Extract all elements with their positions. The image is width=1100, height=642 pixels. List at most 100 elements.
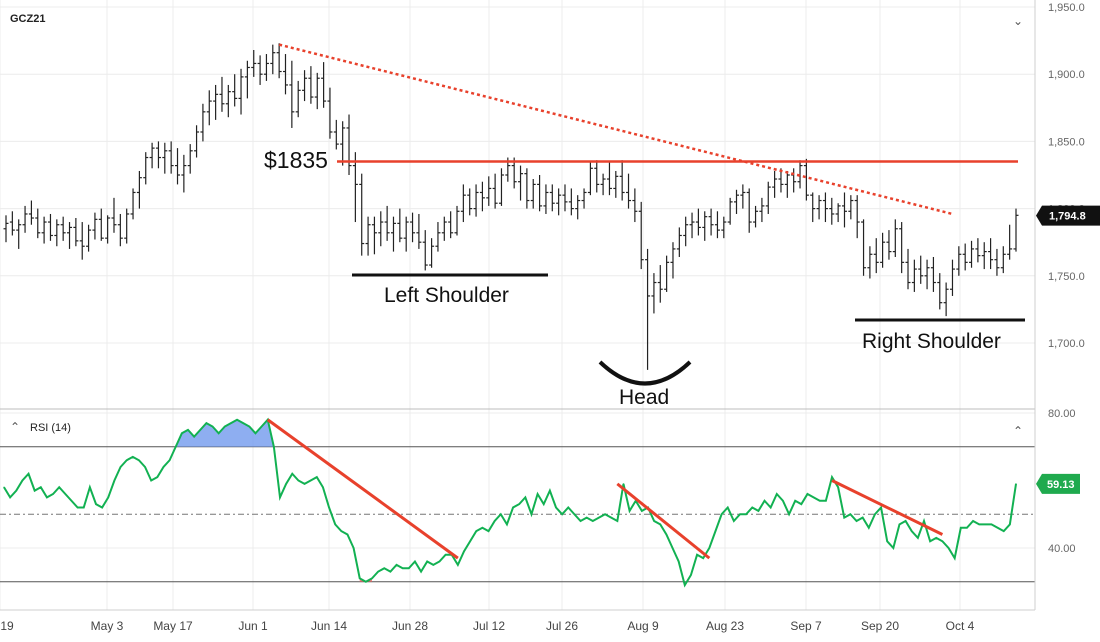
ohlc-bar (854, 195, 860, 239)
rsi-point (622, 483, 625, 485)
rsi-point (506, 523, 508, 525)
ohlc-bar (708, 208, 714, 236)
rsi-point (813, 496, 815, 498)
rsi-point (629, 510, 631, 512)
rsi-collapse-icon[interactable]: ⌃ (10, 420, 20, 434)
rsi-point (445, 554, 447, 556)
ohlc-bar (429, 238, 435, 268)
x-tick-label: Jun 14 (311, 619, 347, 633)
rsi-point (929, 540, 931, 542)
ohlc-bar (403, 216, 409, 252)
rsi-point (543, 503, 545, 505)
ohlc-bar (988, 238, 994, 270)
rsi-point (537, 493, 539, 495)
rsi-point (561, 513, 563, 515)
rsi-point (721, 513, 723, 515)
ohlc-bar (67, 222, 73, 249)
ohlc-bar (117, 213, 123, 247)
ohlc-bar (575, 195, 581, 220)
rsi-point (917, 537, 919, 539)
ohlc-bar (829, 197, 835, 225)
rsi-point (524, 496, 526, 498)
ohlc-bar (441, 216, 447, 241)
ohlc-bar (994, 248, 1000, 276)
rsi-point (27, 473, 30, 475)
rsi-point (279, 496, 281, 498)
price-pane-collapse-chevron-icon[interactable]: ⌄ (1013, 14, 1023, 28)
x-tick-label: pr 19 (0, 619, 14, 633)
ohlc-bar (302, 70, 308, 102)
rsi-point (3, 486, 5, 488)
rsi-point (941, 540, 944, 542)
rsi-point (567, 506, 569, 509)
ohlc-bar (486, 176, 492, 206)
ohlc-bar (765, 181, 771, 214)
rsi-point (303, 483, 306, 485)
rsi-point (236, 419, 238, 421)
rsi-point (224, 425, 226, 428)
rsi-point (880, 506, 882, 509)
rsi-point (469, 540, 471, 542)
ohlc-bar (187, 144, 193, 174)
rsi-point (733, 520, 735, 522)
ohlc-bar (632, 188, 638, 223)
ohlc-bar (784, 170, 790, 198)
ohlc-bar (263, 54, 269, 81)
rsi-downtrend-line (831, 479, 944, 536)
rsi-point (573, 513, 576, 515)
rsi-point (463, 550, 465, 552)
rsi-point (273, 446, 275, 448)
ohlc-bar (435, 222, 441, 252)
ohlc-bar (60, 216, 66, 241)
rsi-point (132, 456, 134, 458)
rsi-point (95, 503, 97, 505)
rsi-point (849, 513, 852, 515)
rsi-point (770, 506, 772, 509)
ohlc-bar (22, 205, 28, 233)
ohlc-bar (333, 119, 339, 150)
rsi-point (825, 500, 827, 502)
rsi-last-value: 59.13 (1047, 479, 1075, 491)
rsi-pane-collapse-chevron-icon[interactable]: ⌃ (1013, 424, 1023, 438)
ticker-label: GCZ21 (10, 13, 45, 25)
rsi-point (990, 523, 993, 525)
rsi-point (126, 459, 128, 461)
rsi-point (119, 466, 122, 468)
rsi-point (549, 490, 551, 492)
ohlc-bar (213, 84, 219, 120)
ohlc-bar (524, 168, 530, 209)
rsi-point (334, 523, 336, 525)
ohlc-bar (359, 173, 365, 256)
rsi-point (457, 564, 459, 566)
ohlc-bar (378, 211, 384, 247)
ohlc-bar (206, 90, 212, 126)
ohlc-bar (79, 222, 85, 260)
rsi-point (230, 422, 232, 424)
rsi-point (150, 479, 152, 482)
ohlc-bar (365, 216, 371, 256)
rsi-point (512, 506, 514, 509)
ohlc-bar (734, 189, 740, 214)
ohlc-bar (721, 216, 727, 239)
ohlc-bar (130, 188, 136, 220)
rsi-point (843, 517, 845, 519)
rsi-point (144, 466, 146, 468)
ohlc-bar (308, 66, 314, 104)
rsi-point (205, 422, 207, 424)
ohlc-bar (454, 205, 460, 236)
rsi-point (101, 506, 103, 509)
rsi-point (248, 425, 250, 428)
ohlc-bar (1000, 246, 1006, 274)
rsi-point (40, 486, 42, 488)
ohlc-bar (390, 216, 396, 252)
rsi-point (359, 577, 361, 579)
rsi-point (162, 466, 165, 468)
x-tick-label: Jun 28 (392, 619, 428, 633)
rsi-point (978, 523, 980, 525)
rsi-downtrend-line (616, 482, 711, 560)
ohlc-bar (886, 230, 892, 260)
rsi-point (684, 584, 686, 586)
rsi-point (9, 496, 11, 498)
rsi-point (408, 567, 410, 569)
